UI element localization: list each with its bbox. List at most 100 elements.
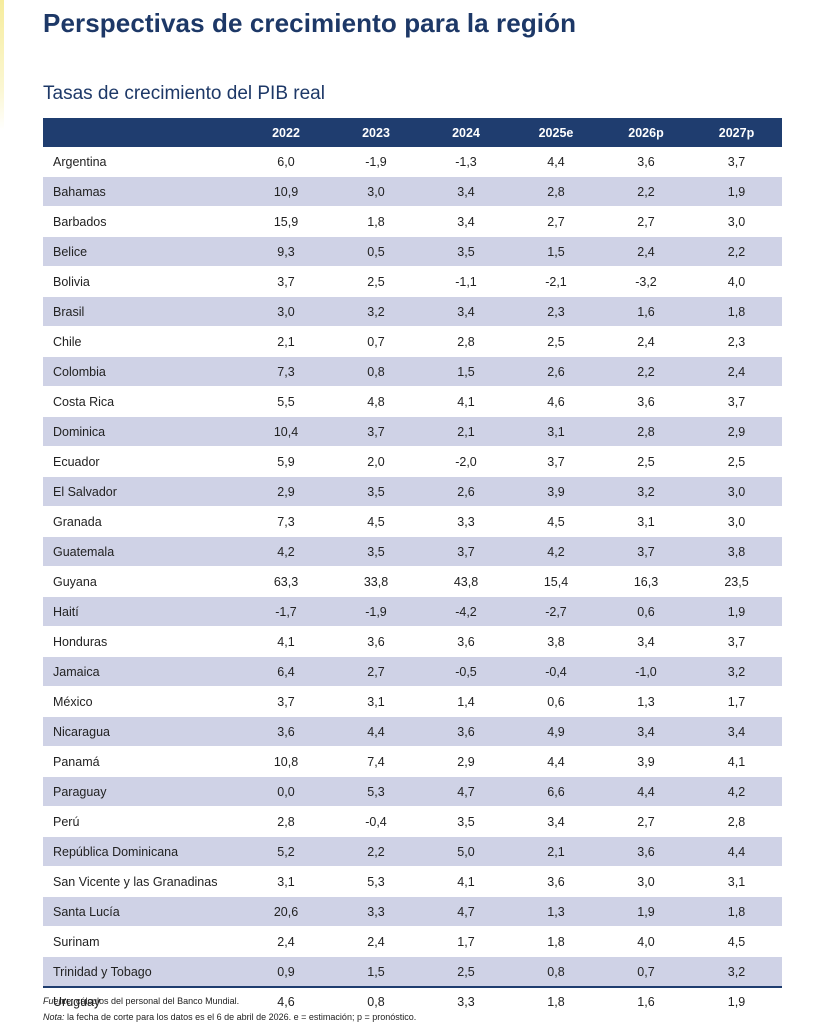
- cutoff-note: Nota: la fecha de corte para los datos e…: [43, 1012, 416, 1022]
- value-cell: 0,8: [331, 356, 421, 387]
- country-cell: Honduras: [43, 626, 241, 657]
- country-cell: Guatemala: [43, 536, 241, 567]
- value-cell: 4,4: [601, 776, 691, 807]
- table-row: Panamá 10,8 7,4 2,9 4,4 3,9 4,1: [43, 746, 782, 777]
- value-cell: 0,6: [601, 596, 691, 627]
- note-label: Nota:: [43, 1012, 65, 1022]
- value-cell: -1,9: [331, 596, 421, 627]
- value-cell: 0,7: [601, 956, 691, 987]
- table-row: Ecuador 5,9 2,0 -2,0 3,7 2,5 2,5: [43, 446, 782, 477]
- country-cell: Uruguay: [43, 986, 241, 1017]
- country-cell: Ecuador: [43, 446, 241, 477]
- value-cell: -2,7: [511, 596, 601, 627]
- value-cell: 3,4: [601, 626, 691, 657]
- header-year: 2025e: [511, 118, 601, 147]
- value-cell: 4,7: [421, 896, 511, 927]
- value-cell: 1,3: [511, 896, 601, 927]
- value-cell: -0,5: [421, 656, 511, 687]
- value-cell: 5,9: [241, 446, 331, 477]
- value-cell: 2,7: [331, 656, 421, 687]
- value-cell: 4,9: [511, 716, 601, 747]
- value-cell: 2,9: [241, 476, 331, 507]
- country-cell: San Vicente y las Granadinas: [43, 866, 241, 897]
- value-cell: 1,5: [331, 956, 421, 987]
- value-cell: 3,0: [691, 506, 782, 537]
- value-cell: 10,8: [241, 746, 331, 777]
- value-cell: 3,7: [241, 266, 331, 297]
- table-row: Bolivia 3,7 2,5 -1,1 -2,1 -3,2 4,0: [43, 266, 782, 297]
- value-cell: 4,0: [691, 266, 782, 297]
- value-cell: 1,8: [691, 896, 782, 927]
- value-cell: 3,7: [331, 416, 421, 447]
- table-row: Chile 2,1 0,7 2,8 2,5 2,4 2,3: [43, 326, 782, 357]
- value-cell: 4,2: [241, 536, 331, 567]
- header-year: 2026p: [601, 118, 691, 147]
- value-cell: 1,8: [691, 296, 782, 327]
- value-cell: 3,4: [421, 176, 511, 207]
- value-cell: 3,0: [691, 206, 782, 237]
- value-cell: 0,8: [331, 986, 421, 1017]
- value-cell: 4,7: [421, 776, 511, 807]
- value-cell: 2,3: [511, 296, 601, 327]
- value-cell: 4,1: [421, 386, 511, 417]
- source-text: cálculos del personal del Banco Mundial.: [73, 996, 240, 1006]
- value-cell: 4,5: [331, 506, 421, 537]
- value-cell: 20,6: [241, 896, 331, 927]
- country-cell: Costa Rica: [43, 386, 241, 417]
- value-cell: 3,1: [691, 866, 782, 897]
- value-cell: 3,0: [331, 176, 421, 207]
- value-cell: 3,3: [331, 896, 421, 927]
- table-row: Nicaragua 3,6 4,4 3,6 4,9 3,4 3,4: [43, 716, 782, 747]
- country-cell: Panamá: [43, 746, 241, 777]
- value-cell: 2,1: [421, 416, 511, 447]
- country-cell: Haití: [43, 596, 241, 627]
- table-row: Granada 7,3 4,5 3,3 4,5 3,1 3,0: [43, 506, 782, 537]
- table-row: Dominica 10,4 3,7 2,1 3,1 2,8 2,9: [43, 416, 782, 447]
- value-cell: 1,6: [601, 296, 691, 327]
- value-cell: 1,4: [421, 686, 511, 717]
- value-cell: 2,1: [511, 836, 601, 867]
- value-cell: 4,8: [331, 386, 421, 417]
- value-cell: 3,1: [331, 686, 421, 717]
- value-cell: 3,6: [601, 386, 691, 417]
- table-row: Uruguay 4,6 0,8 3,3 1,8 1,6 1,9: [43, 986, 782, 1017]
- note-text: la fecha de corte para los datos es el 6…: [64, 1012, 417, 1022]
- country-cell: Perú: [43, 806, 241, 837]
- value-cell: 2,0: [331, 446, 421, 477]
- value-cell: 4,6: [241, 986, 331, 1017]
- table-row: Paraguay 0,0 5,3 4,7 6,6 4,4 4,2: [43, 776, 782, 807]
- value-cell: 3,7: [421, 536, 511, 567]
- country-cell: República Dominicana: [43, 836, 241, 867]
- value-cell: 5,3: [331, 776, 421, 807]
- table-row: Haití -1,7 -1,9 -4,2 -2,7 0,6 1,9: [43, 596, 782, 627]
- value-cell: 3,0: [241, 296, 331, 327]
- value-cell: 4,4: [691, 836, 782, 867]
- source-note: Fuente: cálculos del personal del Banco …: [43, 996, 239, 1006]
- value-cell: 2,5: [601, 446, 691, 477]
- country-cell: Belice: [43, 236, 241, 267]
- value-cell: 2,5: [421, 956, 511, 987]
- value-cell: 3,6: [421, 716, 511, 747]
- value-cell: 1,3: [601, 686, 691, 717]
- value-cell: -4,2: [421, 596, 511, 627]
- value-cell: 9,3: [241, 236, 331, 267]
- country-cell: Jamaica: [43, 656, 241, 687]
- value-cell: 6,4: [241, 656, 331, 687]
- value-cell: 4,6: [511, 386, 601, 417]
- value-cell: -1,7: [241, 596, 331, 627]
- value-cell: 2,8: [601, 416, 691, 447]
- value-cell: 3,7: [511, 446, 601, 477]
- header-year: 2022: [241, 118, 331, 147]
- value-cell: 2,2: [331, 836, 421, 867]
- value-cell: 3,7: [601, 536, 691, 567]
- value-cell: 2,4: [691, 356, 782, 387]
- header-country: [43, 118, 241, 147]
- country-cell: Argentina: [43, 147, 241, 177]
- value-cell: 0,7: [331, 326, 421, 357]
- value-cell: 4,4: [511, 147, 601, 177]
- value-cell: 2,6: [421, 476, 511, 507]
- country-cell: Chile: [43, 326, 241, 357]
- country-cell: México: [43, 686, 241, 717]
- country-cell: Dominica: [43, 416, 241, 447]
- country-cell: Bahamas: [43, 176, 241, 207]
